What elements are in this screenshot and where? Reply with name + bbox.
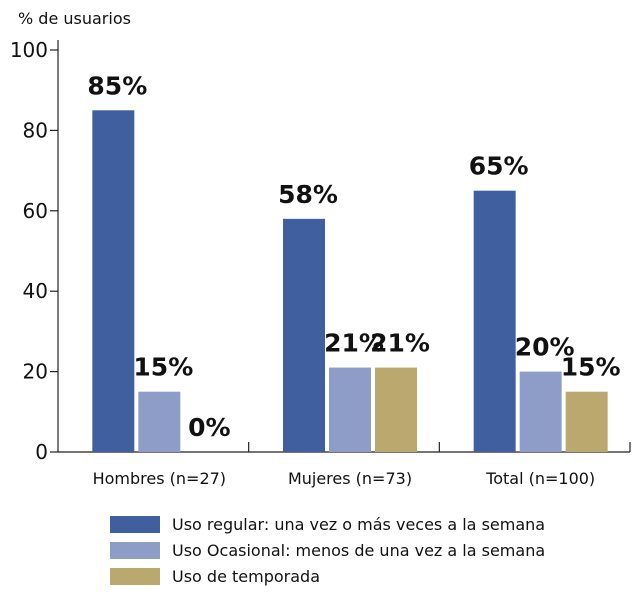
legend-label: Uso de temporada — [172, 567, 320, 586]
y-tick-label: 60 — [23, 199, 48, 223]
x-tick-label: Hombres (n=27) — [93, 469, 226, 488]
y-tick-label: 40 — [23, 279, 48, 303]
bar — [92, 110, 135, 453]
y-tick-label: 80 — [23, 118, 48, 142]
value-label: 58% — [278, 180, 338, 209]
x-tick-label: Total (n=100) — [485, 469, 595, 488]
legend-swatch — [110, 516, 160, 533]
bar — [283, 218, 325, 452]
legend-swatch — [110, 542, 160, 559]
value-label: 65% — [469, 152, 529, 181]
value-label: 85% — [87, 71, 147, 100]
bar — [375, 367, 417, 452]
value-label: 21% — [370, 329, 430, 358]
legend-label: Uso regular: una vez o más veces a la se… — [172, 515, 545, 534]
y-tick-label: 20 — [23, 360, 48, 384]
value-label: 21% — [324, 329, 384, 358]
bar — [565, 391, 608, 452]
y-tick-label: 100 — [10, 38, 48, 62]
value-label: 20% — [515, 333, 575, 362]
bar — [329, 367, 371, 452]
bar — [473, 190, 516, 452]
bar — [138, 391, 181, 452]
x-tick-label: Mujeres (n=73) — [288, 469, 412, 488]
y-tick-label: 0 — [35, 440, 48, 464]
legend-swatch — [110, 568, 160, 585]
y-axis-title: % de usuarios — [18, 9, 131, 28]
value-label: 15% — [561, 353, 621, 382]
bar — [519, 371, 562, 452]
legend-label: Uso Ocasional: menos de una vez a la sem… — [172, 541, 545, 560]
value-label: 15% — [133, 353, 193, 382]
value-label: 0% — [188, 413, 230, 442]
